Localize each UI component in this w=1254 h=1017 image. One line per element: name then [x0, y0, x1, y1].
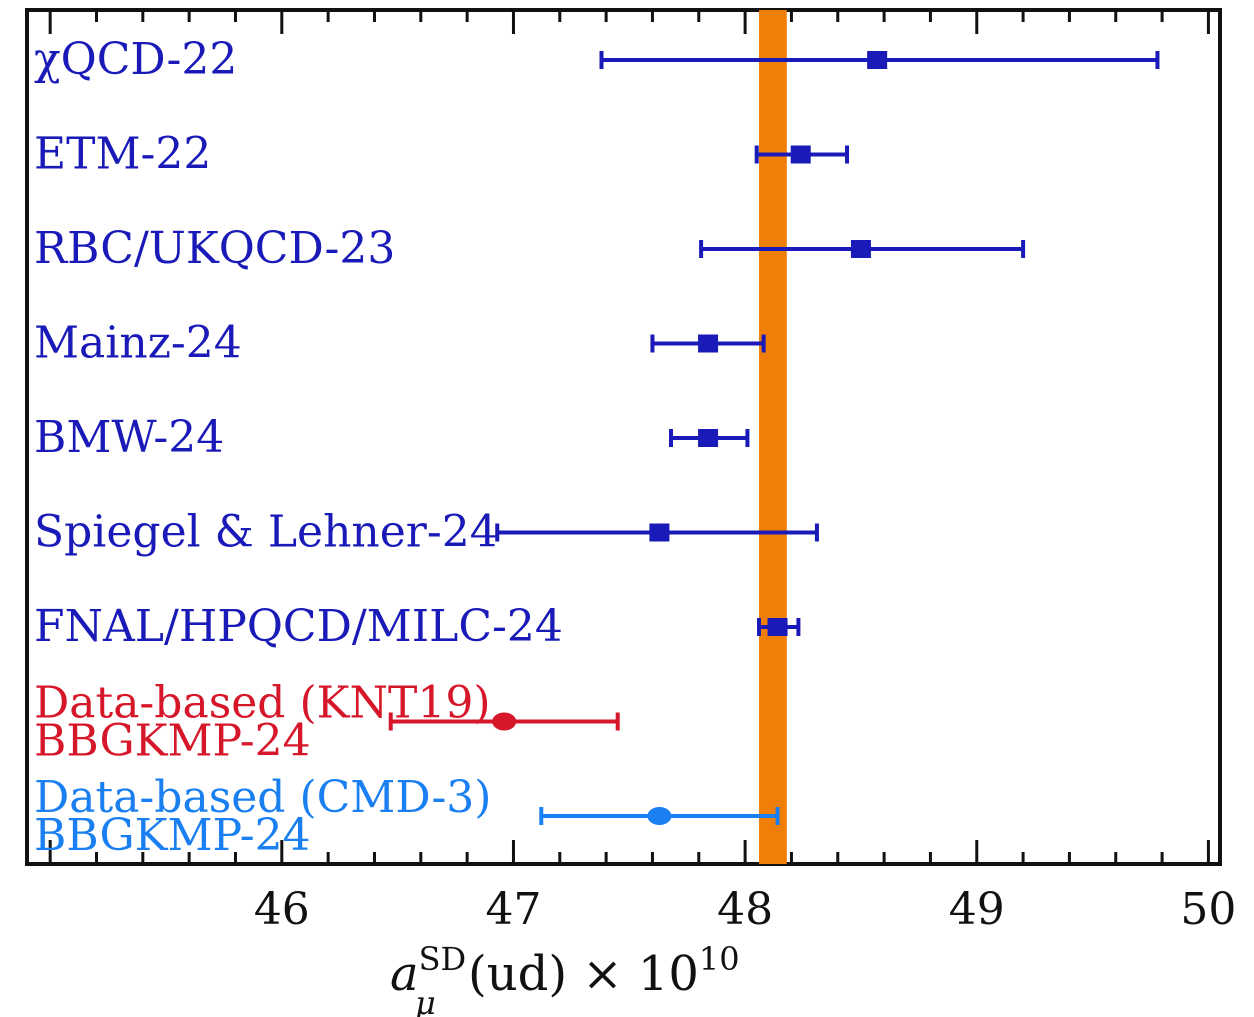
- x-axis-title-exponent: 10: [699, 940, 740, 978]
- reference-band: [759, 10, 787, 864]
- point-marker: [698, 429, 719, 447]
- row-label: BMW-24: [34, 412, 224, 463]
- point-marker: [790, 145, 811, 164]
- point-marker: [850, 240, 871, 258]
- point-marker: [867, 51, 888, 69]
- data-row: Spiegel & Lehner-24: [34, 507, 819, 558]
- data-row: BMW-24: [34, 412, 750, 463]
- data-row: Mainz-24: [34, 318, 766, 369]
- row-label: Mainz-24: [34, 318, 242, 369]
- point-marker: [767, 618, 788, 636]
- data-row: χQCD-22: [34, 34, 1160, 85]
- row-label-line: BBGKMP-24: [34, 716, 311, 767]
- plot-frame: [25, 8, 1222, 866]
- point-marker: [698, 334, 719, 353]
- x-tick-label: 47: [485, 884, 541, 935]
- x-axis-title: aSD μ (ud) × 1010: [390, 940, 740, 1017]
- x-axis-title-base: a: [390, 946, 419, 1002]
- data-row: ETM-22: [34, 129, 850, 180]
- row-label: Spiegel & Lehner-24: [34, 507, 498, 558]
- point-marker: [492, 712, 517, 731]
- x-axis-title-superscript: SD: [419, 940, 467, 978]
- x-tick-label: 49: [949, 884, 1005, 935]
- data-row: RBC/UKQCD-23: [34, 223, 1026, 274]
- row-label: ETM-22: [34, 129, 211, 180]
- data-row: Data-based (CMD-3) BBGKMP-24: [34, 772, 780, 861]
- data-row: Data-based (KNT19) BBGKMP-24: [34, 678, 620, 767]
- x-tick-label: 46: [254, 884, 310, 935]
- x-axis-title-subscript: μ: [415, 984, 436, 1017]
- x-tick-label: 50: [1180, 884, 1236, 935]
- row-label: RBC/UKQCD-23: [34, 223, 395, 274]
- row-label-line: BBGKMP-24: [34, 810, 311, 861]
- point-marker: [649, 523, 670, 542]
- data-row: FNAL/HPQCD/MILC-24: [34, 601, 801, 652]
- row-label: χQCD-22: [34, 34, 237, 85]
- row-label: Data-based (CMD-3) BBGKMP-24: [34, 772, 491, 861]
- x-axis-title-rest: (ud) × 10: [468, 946, 699, 1002]
- point-marker: [647, 807, 672, 825]
- x-tick-label: 48: [717, 884, 773, 935]
- row-label-line: Data-based (CMD-3): [34, 772, 491, 823]
- row-label: FNAL/HPQCD/MILC-24: [34, 601, 563, 652]
